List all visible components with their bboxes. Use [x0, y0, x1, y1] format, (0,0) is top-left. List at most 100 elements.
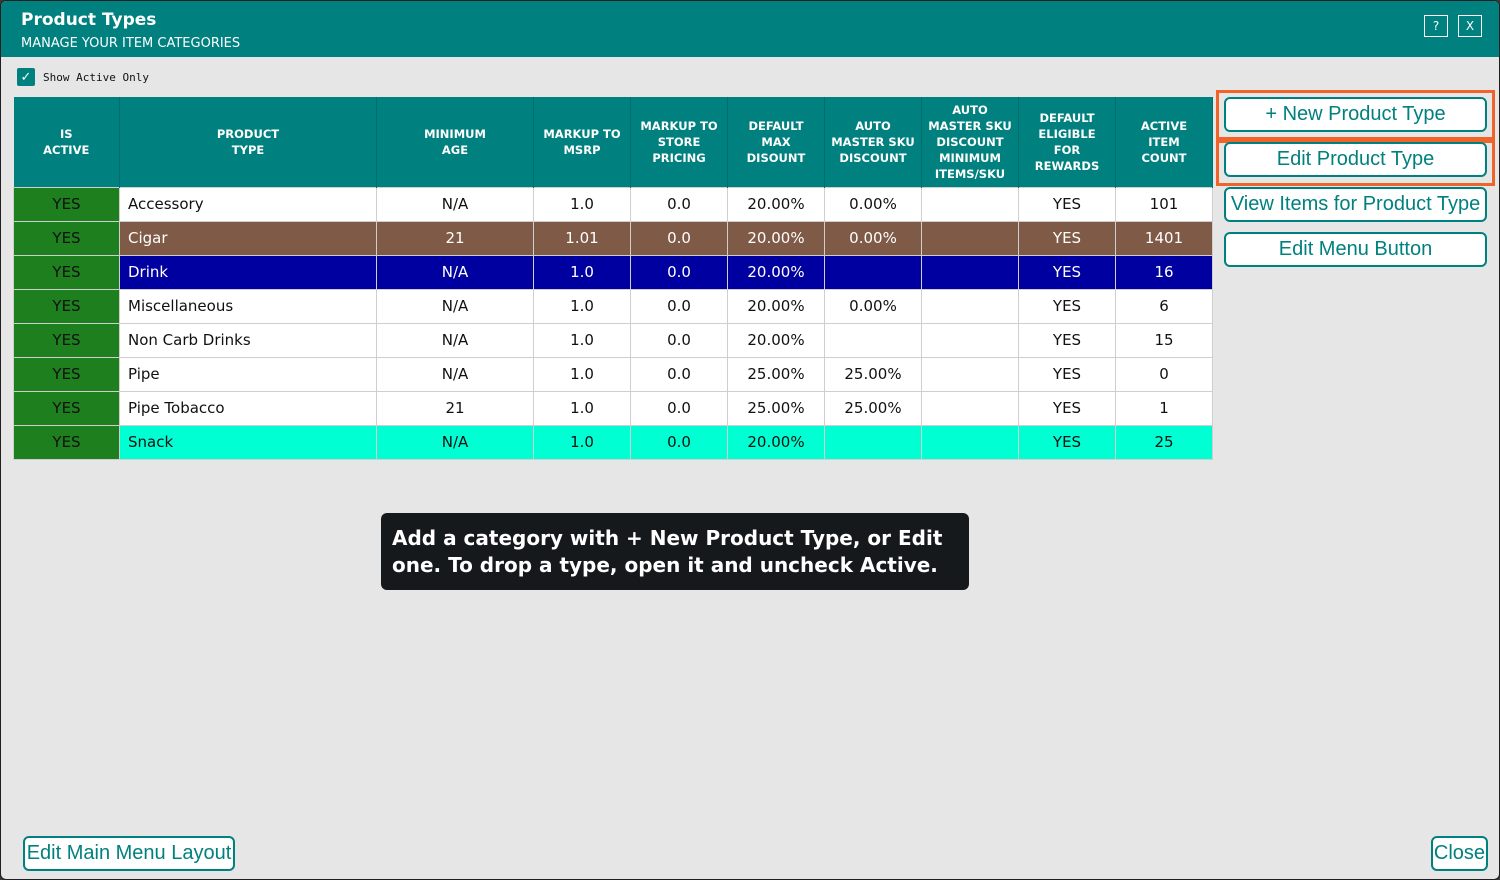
column-header[interactable]: AUTO MASTER SKU DISCOUNT: [824, 97, 922, 187]
table-cell[interactable]: N/A: [376, 254, 534, 290]
is-active-cell[interactable]: YES: [13, 390, 120, 426]
table-cell[interactable]: 101: [1115, 186, 1213, 222]
table-cell[interactable]: YES: [1018, 424, 1116, 460]
column-header[interactable]: AUTO MASTER SKU DISCOUNT MINIMUM ITEMS/S…: [921, 97, 1019, 187]
table-cell[interactable]: YES: [1018, 356, 1116, 392]
table-cell[interactable]: 1.0: [533, 356, 631, 392]
table-cell[interactable]: YES: [1018, 288, 1116, 324]
table-cell[interactable]: 25: [1115, 424, 1213, 460]
edit-menu-button[interactable]: Edit Menu Button: [1224, 232, 1487, 267]
table-cell[interactable]: 20.00%: [727, 186, 825, 222]
table-cell[interactable]: 1.01: [533, 220, 631, 256]
table-cell[interactable]: 0.0: [630, 254, 728, 290]
column-header[interactable]: DEFAULT MAX DISOUNT: [727, 97, 825, 187]
table-cell[interactable]: 20.00%: [727, 220, 825, 256]
table-cell[interactable]: 1.0: [533, 390, 631, 426]
table-cell[interactable]: YES: [1018, 254, 1116, 290]
table-cell[interactable]: YES: [1018, 220, 1116, 256]
table-cell[interactable]: [921, 424, 1019, 460]
new-product-type-button[interactable]: + New Product Type: [1224, 97, 1487, 132]
is-active-cell[interactable]: YES: [13, 288, 120, 324]
table-cell[interactable]: 16: [1115, 254, 1213, 290]
table-cell[interactable]: YES: [1018, 322, 1116, 358]
table-cell[interactable]: [921, 322, 1019, 358]
table-row[interactable]: YES Miscellaneous N/A 1.0 0.0 20.00% 0.00% YES 6: [13, 288, 1213, 324]
table-cell[interactable]: 0.00%: [824, 288, 922, 324]
table-cell[interactable]: 0: [1115, 356, 1213, 392]
is-active-cell[interactable]: YES: [13, 186, 120, 222]
table-cell[interactable]: 0.0: [630, 424, 728, 460]
show-active-only-filter[interactable]: ✓ Show Active Only: [17, 68, 149, 86]
table-cell[interactable]: YES: [1018, 186, 1116, 222]
table-cell[interactable]: 1.0: [533, 322, 631, 358]
table-cell[interactable]: 0.0: [630, 186, 728, 222]
table-cell[interactable]: 1.0: [533, 288, 631, 324]
table-cell[interactable]: [921, 254, 1019, 290]
product-type-cell[interactable]: Non Carb Drinks: [119, 322, 377, 358]
table-cell[interactable]: 0.0: [630, 288, 728, 324]
table-cell[interactable]: 25.00%: [824, 356, 922, 392]
table-cell[interactable]: 20.00%: [727, 322, 825, 358]
close-window-button[interactable]: X: [1458, 15, 1482, 37]
table-cell[interactable]: 1: [1115, 390, 1213, 426]
table-cell[interactable]: 1.0: [533, 254, 631, 290]
table-cell[interactable]: 0.0: [630, 390, 728, 426]
is-active-cell[interactable]: YES: [13, 220, 120, 256]
table-cell[interactable]: N/A: [376, 356, 534, 392]
table-cell[interactable]: 20.00%: [727, 424, 825, 460]
table-cell[interactable]: [921, 186, 1019, 222]
product-type-cell[interactable]: Pipe: [119, 356, 377, 392]
product-type-cell[interactable]: Miscellaneous: [119, 288, 377, 324]
edit-product-type-button[interactable]: Edit Product Type: [1224, 142, 1487, 177]
table-cell[interactable]: N/A: [376, 322, 534, 358]
column-header[interactable]: MARKUP TO MSRP: [533, 97, 631, 187]
table-row[interactable]: YES Snack N/A 1.0 0.0 20.00% YES 25: [13, 424, 1213, 460]
table-cell[interactable]: [921, 390, 1019, 426]
is-active-cell[interactable]: YES: [13, 424, 120, 460]
help-button[interactable]: ?: [1424, 15, 1448, 37]
table-cell[interactable]: 0.0: [630, 356, 728, 392]
table-cell[interactable]: 1.0: [533, 186, 631, 222]
column-header[interactable]: ACTIVE ITEM COUNT: [1115, 97, 1213, 187]
is-active-cell[interactable]: YES: [13, 356, 120, 392]
table-cell[interactable]: 6: [1115, 288, 1213, 324]
view-items-button[interactable]: View Items for Product Type: [1224, 187, 1487, 222]
is-active-cell[interactable]: YES: [13, 254, 120, 290]
show-active-only-checkbox[interactable]: ✓: [17, 68, 35, 86]
column-header[interactable]: MARKUP TO STORE PRICING: [630, 97, 728, 187]
table-cell[interactable]: [824, 254, 922, 290]
column-header[interactable]: IS ACTIVE: [13, 97, 120, 187]
table-cell[interactable]: 1.0: [533, 424, 631, 460]
column-header[interactable]: DEFAULT ELIGIBLE FOR REWARDS: [1018, 97, 1116, 187]
product-type-cell[interactable]: Cigar: [119, 220, 377, 256]
table-row[interactable]: YES Non Carb Drinks N/A 1.0 0.0 20.00% YES 15: [13, 322, 1213, 358]
table-cell[interactable]: 1401: [1115, 220, 1213, 256]
table-row[interactable]: YES Accessory N/A 1.0 0.0 20.00% 0.00% YES 101: [13, 186, 1213, 222]
close-button[interactable]: Close: [1431, 836, 1488, 871]
table-cell[interactable]: [824, 424, 922, 460]
product-type-cell[interactable]: Drink: [119, 254, 377, 290]
table-cell[interactable]: [921, 220, 1019, 256]
table-cell[interactable]: 15: [1115, 322, 1213, 358]
is-active-cell[interactable]: YES: [13, 322, 120, 358]
table-cell[interactable]: 0.0: [630, 322, 728, 358]
table-cell[interactable]: 20.00%: [727, 254, 825, 290]
table-cell[interactable]: 25.00%: [727, 356, 825, 392]
table-cell[interactable]: [824, 322, 922, 358]
table-cell[interactable]: N/A: [376, 424, 534, 460]
table-cell[interactable]: 0.0: [630, 220, 728, 256]
table-row[interactable]: YES Cigar 21 1.01 0.0 20.00% 0.00% YES 1401: [13, 220, 1213, 256]
product-type-cell[interactable]: Accessory: [119, 186, 377, 222]
column-header[interactable]: MINIMUM AGE: [376, 97, 534, 187]
table-cell[interactable]: 0.00%: [824, 186, 922, 222]
table-row[interactable]: YES Drink N/A 1.0 0.0 20.00% YES 16: [13, 254, 1213, 290]
product-type-cell[interactable]: Pipe Tobacco: [119, 390, 377, 426]
table-cell[interactable]: 0.00%: [824, 220, 922, 256]
table-cell[interactable]: 21: [376, 220, 534, 256]
table-cell[interactable]: YES: [1018, 390, 1116, 426]
table-cell[interactable]: [921, 288, 1019, 324]
table-cell[interactable]: N/A: [376, 288, 534, 324]
table-cell[interactable]: [921, 356, 1019, 392]
column-header[interactable]: PRODUCT TYPE: [119, 97, 377, 187]
table-cell[interactable]: 25.00%: [824, 390, 922, 426]
